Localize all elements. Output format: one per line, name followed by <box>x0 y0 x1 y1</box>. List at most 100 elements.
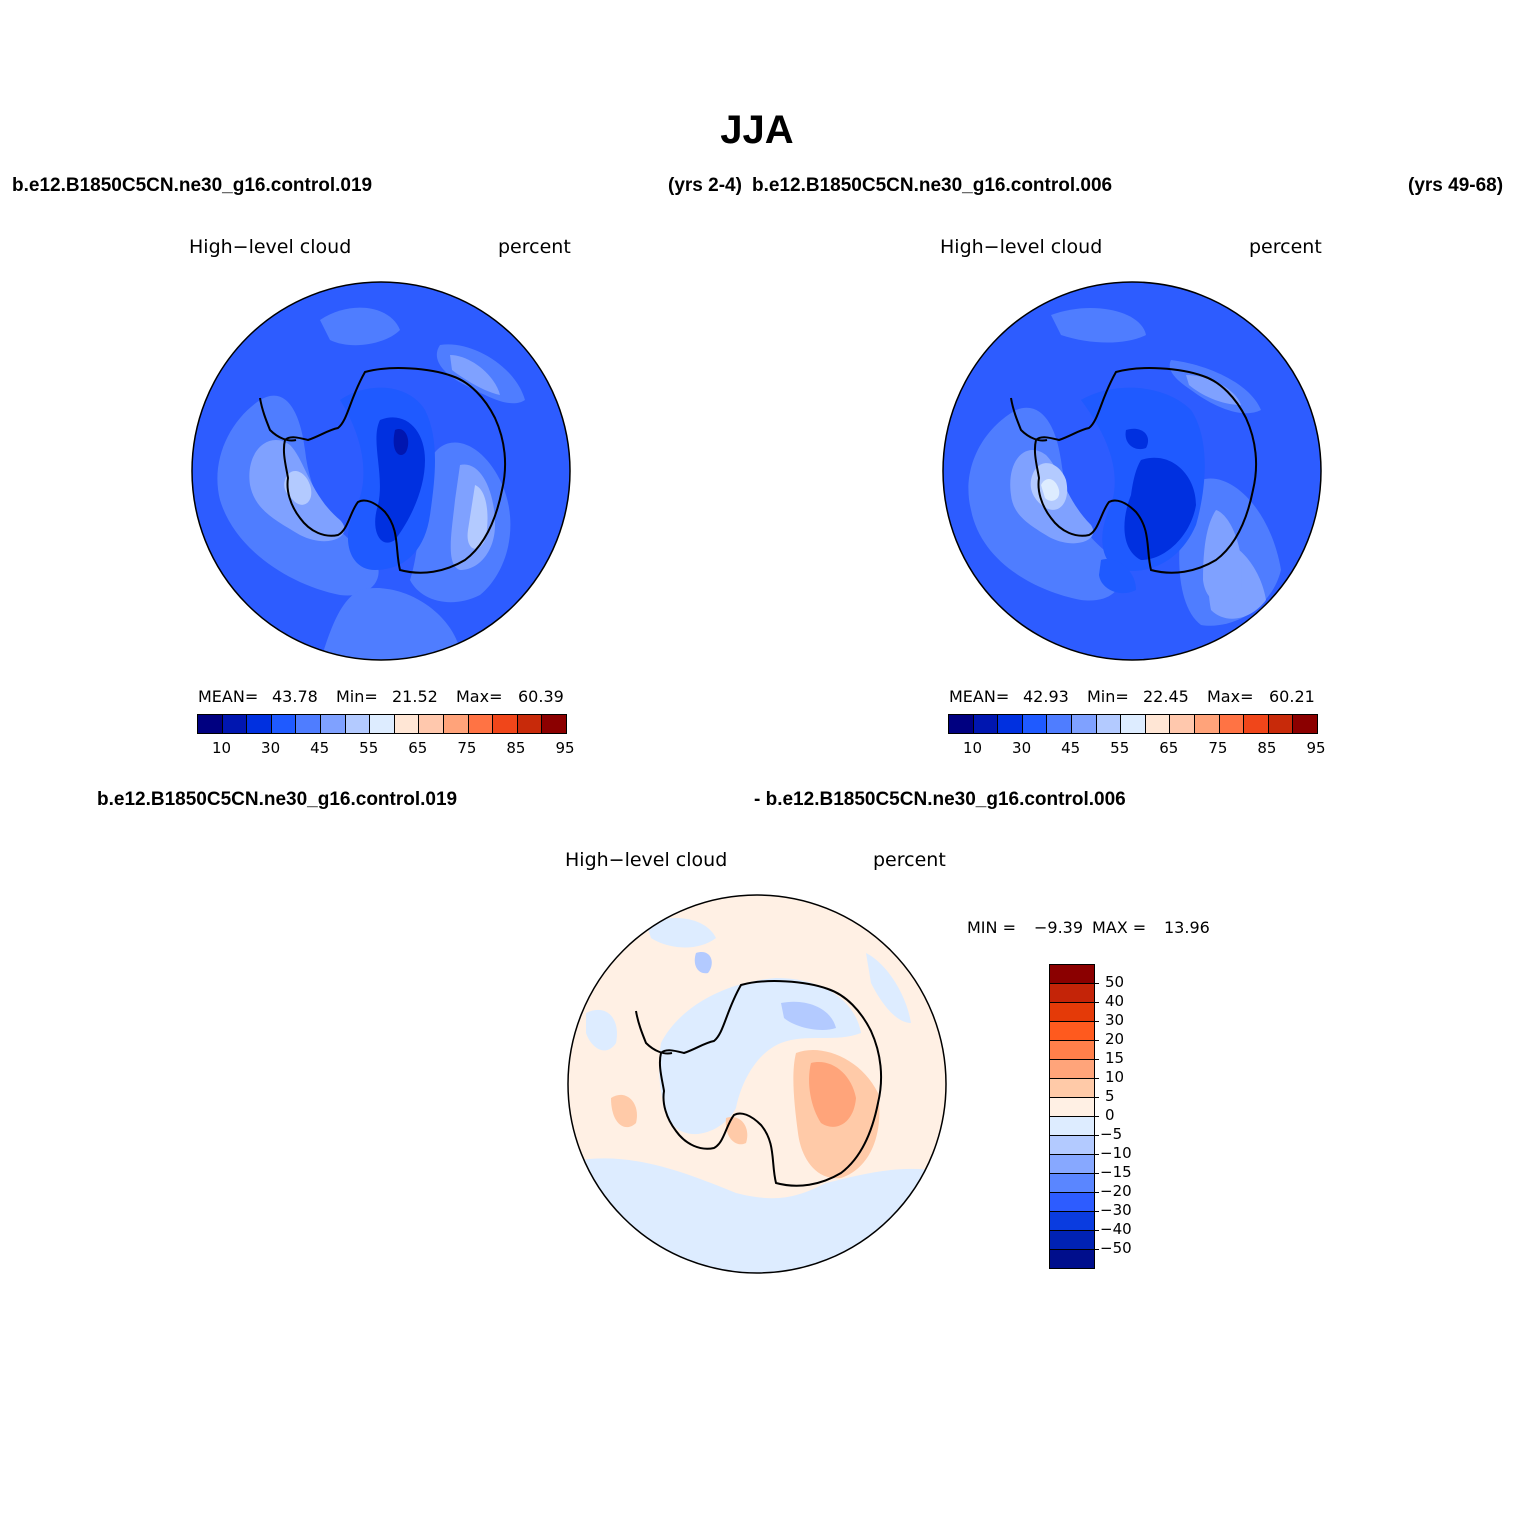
colorbar-label: −50 <box>1100 1239 1132 1257</box>
case-a-name: b.e12.B1850C5CN.ne30_g16.control.019 <box>12 175 373 196</box>
colorbar-tick <box>1093 1173 1099 1174</box>
panel1-min-label: Min= <box>336 687 378 706</box>
colorbar-tick <box>1093 1021 1099 1022</box>
diff-units-label: percent <box>873 849 946 871</box>
colorbar-label: 55 <box>359 739 379 757</box>
diff-min-label: MIN = <box>967 918 1016 937</box>
panel2-mean-label: MEAN= <box>949 687 1010 706</box>
antarctica-coastline <box>1033 367 1258 574</box>
colorbar-label: 65 <box>1159 739 1179 757</box>
colorbar-label: 55 <box>1110 739 1130 757</box>
colorbar-cell <box>1194 715 1220 733</box>
panel2-min-value: 22.45 <box>1143 687 1189 706</box>
antarctica-coastline <box>282 367 507 574</box>
colorbar-label: 10 <box>211 739 232 757</box>
panel2-polar-map <box>942 281 1322 661</box>
colorbar-cell <box>517 715 543 733</box>
colorbar-cell <box>1050 1155 1094 1174</box>
panel1-variable-label: High−level cloud <box>189 236 352 258</box>
case-a-years: (yrs 2-4) <box>668 175 742 196</box>
colorbar-tick <box>1093 983 1099 984</box>
colorbar-label: 5 <box>1105 1087 1115 1105</box>
colorbar-cell <box>1050 1250 1094 1268</box>
colorbar-label: 15 <box>1105 1049 1125 1067</box>
colorbar-label: 30 <box>261 739 281 757</box>
panel1-mean-label: MEAN= <box>198 687 259 706</box>
panel2-max-label: Max= <box>1207 687 1254 706</box>
colorbar-tick <box>1093 1059 1099 1060</box>
colorbar-label: 30 <box>1105 1011 1125 1029</box>
panel1-min-value: 21.52 <box>392 687 438 706</box>
colorbar-cell <box>1050 1079 1094 1098</box>
antarctica-coastline <box>658 980 883 1187</box>
colorbar-cell <box>1050 1174 1094 1193</box>
panel1-colorbar <box>197 714 567 734</box>
panel2-max-value: 60.21 <box>1269 687 1315 706</box>
panel1-polar-map <box>191 281 571 661</box>
colorbar-cell <box>1050 1098 1094 1117</box>
case-b-name: b.e12.B1850C5CN.ne30_g16.control.006 <box>752 175 1113 196</box>
colorbar-label: 30 <box>1012 739 1032 757</box>
colorbar-cell <box>419 715 444 733</box>
colorbar-label: 10 <box>1105 1068 1125 1086</box>
colorbar-cell <box>1050 1212 1094 1231</box>
panel1-max-value: 60.39 <box>518 687 564 706</box>
colorbar-cell <box>493 715 518 733</box>
colorbar-cell <box>1050 1117 1094 1136</box>
colorbar-label: 20 <box>1105 1030 1125 1048</box>
colorbar-cell <box>198 715 223 733</box>
colorbar-label: −5 <box>1100 1125 1123 1143</box>
colorbar-cell <box>1050 1003 1094 1022</box>
colorbar-cell <box>222 715 248 733</box>
colorbar-cell <box>998 715 1023 733</box>
colorbar-label: 95 <box>1306 739 1326 757</box>
colorbar-cell <box>271 715 297 733</box>
colorbar-label: 50 <box>1105 973 1125 991</box>
colorbar-label: 85 <box>506 739 526 757</box>
panel1-units-label: percent <box>498 236 571 258</box>
colorbar-label: 10 <box>962 739 983 757</box>
colorbar-label: −30 <box>1100 1201 1132 1219</box>
panel2-units-label: percent <box>1249 236 1322 258</box>
diff-colorbar <box>1049 964 1095 1269</box>
colorbar-label: −20 <box>1100 1182 1132 1200</box>
panel2-mean-value: 42.93 <box>1023 687 1069 706</box>
panel2-colorbar <box>948 714 1318 734</box>
colorbar-cell <box>296 715 321 733</box>
diff-case-b-name: - b.e12.B1850C5CN.ne30_g16.control.006 <box>754 789 1126 810</box>
colorbar-cell <box>1050 1231 1094 1250</box>
diff-max-label: MAX = <box>1092 918 1147 937</box>
panel2-variable-label: High−level cloud <box>940 236 1103 258</box>
colorbar-cell <box>443 715 469 733</box>
diff-polar-map <box>567 894 947 1274</box>
diff-case-a-name: b.e12.B1850C5CN.ne30_g16.control.019 <box>97 789 458 810</box>
colorbar-cell <box>1050 1193 1094 1212</box>
colorbar-tick <box>1093 1230 1099 1231</box>
panel1-max-label: Max= <box>456 687 503 706</box>
colorbar-tick <box>1093 1040 1099 1041</box>
colorbar-label: 85 <box>1257 739 1277 757</box>
colorbar-tick <box>1093 1002 1099 1003</box>
colorbar-tick <box>1093 1135 1099 1136</box>
panel2-min-label: Min= <box>1087 687 1129 706</box>
colorbar-cell <box>370 715 395 733</box>
colorbar-label: 95 <box>555 739 575 757</box>
colorbar-cell <box>1145 715 1171 733</box>
colorbar-cell <box>949 715 974 733</box>
colorbar-cell <box>1050 965 1094 984</box>
colorbar-label: 45 <box>310 739 330 757</box>
colorbar-cell <box>320 715 346 733</box>
colorbar-cell <box>1050 1022 1094 1041</box>
colorbar-cell <box>1219 715 1245 733</box>
figure-title: JJA <box>720 108 794 152</box>
colorbar-label: 75 <box>1208 739 1228 757</box>
colorbar-cell <box>468 715 494 733</box>
colorbar-cell <box>1050 1136 1094 1155</box>
colorbar-tick <box>1093 1192 1099 1193</box>
diff-max-value: 13.96 <box>1164 918 1210 937</box>
colorbar-cell <box>394 715 420 733</box>
colorbar-label: 75 <box>457 739 477 757</box>
colorbar-cell <box>1244 715 1269 733</box>
colorbar-cell <box>1268 715 1294 733</box>
colorbar-tick <box>1093 1249 1099 1250</box>
